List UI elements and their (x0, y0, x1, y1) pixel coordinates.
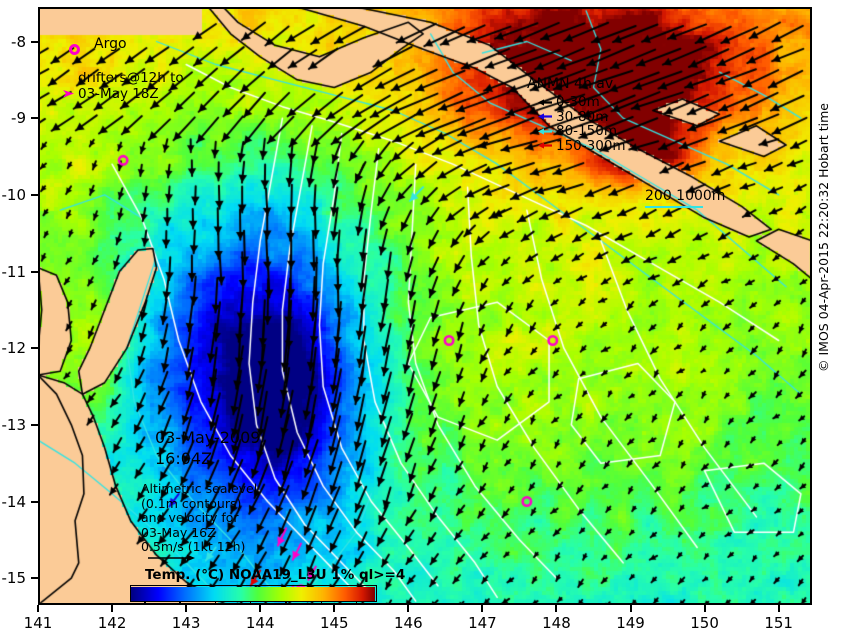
y-axis-tick-label: -8 (11, 32, 26, 51)
anmn-legend-label: 80-150m (556, 123, 617, 139)
y-axis-tick-label: -15 (1, 569, 27, 588)
x-axis-tick-label: 145 (319, 614, 349, 632)
colorbar-tick (179, 602, 181, 605)
x-axis-tick-label: 144 (245, 614, 275, 632)
argo-legend-label: Argo (94, 36, 127, 52)
x-axis-tick-label: 141 (23, 614, 53, 632)
x-axis-tick (259, 605, 262, 612)
colorbar-ticks (130, 602, 377, 605)
anmn-legend-title: ANMN 4h av. (527, 76, 617, 92)
colorbar-tick (355, 602, 358, 605)
sst-datestamp: 03-May-2009 16:04Z (155, 428, 261, 468)
y-axis-tick-label: -13 (1, 415, 27, 434)
temperature-colorbar (130, 585, 377, 602)
velocity-scale-arrow-icon (148, 554, 195, 562)
x-axis-tick (481, 605, 484, 612)
y-axis-tick (31, 193, 38, 196)
x-axis-tick-label: 151 (764, 614, 793, 632)
x-axis-tick (777, 605, 780, 612)
x-axis-tick-label: 142 (97, 614, 127, 632)
bathymetry-scale-line (645, 206, 703, 208)
depth-arrow-icon (538, 128, 552, 135)
colorbar-tick (249, 602, 252, 605)
x-axis-tick-label: 149 (616, 614, 645, 632)
depth-arrow-icon (538, 99, 552, 106)
anmn-legend-row: 30-80m (538, 108, 626, 125)
anmn-legend-label: 150-300m (556, 137, 626, 154)
depth-arrow-icon (538, 113, 552, 120)
x-axis-tick (185, 605, 188, 612)
anmn-legend-row: 80-150m (538, 124, 626, 139)
y-axis-tick (31, 423, 38, 426)
y-axis-tick-label: -14 (1, 492, 27, 511)
x-axis-tick (555, 605, 558, 612)
y-axis-tick-label: -10 (1, 185, 27, 204)
y-axis-tick-label: -11 (1, 262, 27, 281)
x-axis-tick-label: 148 (542, 614, 571, 632)
y-axis-tick (31, 500, 38, 503)
y-axis-tick-label: -12 (1, 339, 27, 358)
x-axis-tick-label: 143 (171, 614, 201, 632)
x-axis-tick-label: 146 (394, 614, 423, 632)
x-axis-tick (37, 605, 39, 612)
map-plot-area[interactable]: Argo drifters@12h to 03-May 18Z ANMN 4h … (38, 7, 812, 605)
altimetry-note: Altimetric sealevel (0.1m contours) and … (141, 481, 258, 554)
y-axis-tick (31, 270, 38, 273)
x-axis-tick (629, 605, 632, 612)
colorbar-tick (144, 602, 146, 605)
anmn-legend-row: 0-30m (538, 95, 626, 110)
y-axis-tick (31, 347, 38, 350)
anmn-legend-row: 150-300m (538, 137, 626, 154)
bathymetry-scale-label: 200 1000m (645, 188, 726, 204)
drifters-legend-label: drifters@12h to 03-May 18Z (78, 70, 184, 102)
x-axis-tick (111, 605, 114, 612)
x-axis-tick-label: 150 (690, 614, 719, 632)
colorbar-tick (285, 602, 287, 605)
colorbar-tick (214, 602, 217, 605)
y-axis-tick-label: -9 (11, 109, 26, 128)
x-axis-tick (703, 605, 706, 612)
anmn-legend-items: 0-30m 30-80m 80-150m 150-300m (538, 95, 626, 153)
colorbar-tick (320, 602, 323, 605)
x-axis-tick (333, 605, 336, 612)
y-axis-tick (31, 117, 38, 120)
depth-arrow-icon (538, 142, 552, 149)
anmn-legend-label: 30-80m (556, 108, 609, 125)
y-axis-tick (31, 40, 38, 43)
vector-overlay-layer (38, 7, 812, 605)
y-axis-tick (31, 577, 38, 580)
copyright-credit: © IMOS 04-Apr-2015 22:20:32 Hobart time (816, 103, 831, 372)
x-axis-tick (407, 605, 410, 612)
x-axis-tick-label: 147 (468, 614, 497, 632)
argo-marker-icon (69, 44, 80, 55)
colorbar-title: Temp. (°C) NOAA19_L3U 1% ql>=4 (145, 567, 406, 583)
drifter-marker-icon (63, 90, 74, 98)
anmn-legend-label: 0-30m (556, 94, 600, 110)
